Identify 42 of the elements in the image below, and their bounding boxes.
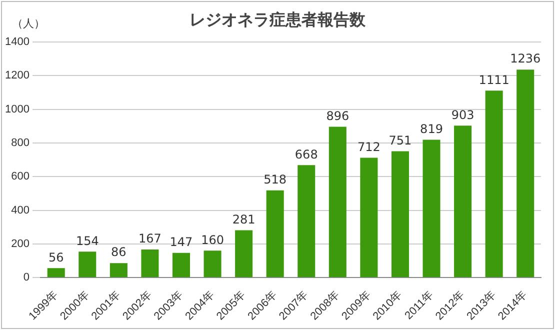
y-tick-label: 200 [11,238,30,250]
bar [298,165,316,278]
bar [47,268,65,278]
bar [391,151,409,278]
data-label: 903 [451,108,474,122]
y-tick-label: 1000 [4,103,30,116]
data-label: 896 [326,108,350,123]
data-label: 1111 [478,72,510,87]
data-label: 518 [264,172,287,187]
y-tick-label: 400 [11,204,30,216]
bar [141,249,159,278]
bar [78,252,96,278]
data-label: 1236 [510,52,541,66]
y-tick-label: 1400 [4,36,30,48]
bar [204,250,222,278]
bar [328,126,346,278]
data-label: 751 [388,133,412,148]
y-axis-title: （人） [12,16,45,31]
data-label: 160 [201,232,224,247]
data-label: 281 [232,212,256,226]
bar [172,252,190,278]
data-label: 668 [294,147,318,162]
y-tick-label: 1200 [4,70,30,82]
bar [110,263,128,278]
bar [422,140,440,278]
y-tick-label: 0 [23,272,30,284]
chart-title: レジオネラ症患者報告数 [190,10,366,29]
data-label: 712 [357,140,380,154]
y-tick-label: 600 [11,170,30,183]
data-label: 86 [111,245,126,260]
data-label: 819 [420,122,443,136]
data-label: 167 [138,232,162,246]
bar [516,70,534,278]
bar [266,190,284,278]
data-label: 154 [76,234,99,248]
bar [485,90,503,278]
bar [235,230,253,278]
data-label: 56 [48,250,64,264]
bar [360,158,378,278]
data-label: 147 [170,234,193,249]
bar [454,126,472,278]
y-tick-label: 800 [11,136,30,149]
